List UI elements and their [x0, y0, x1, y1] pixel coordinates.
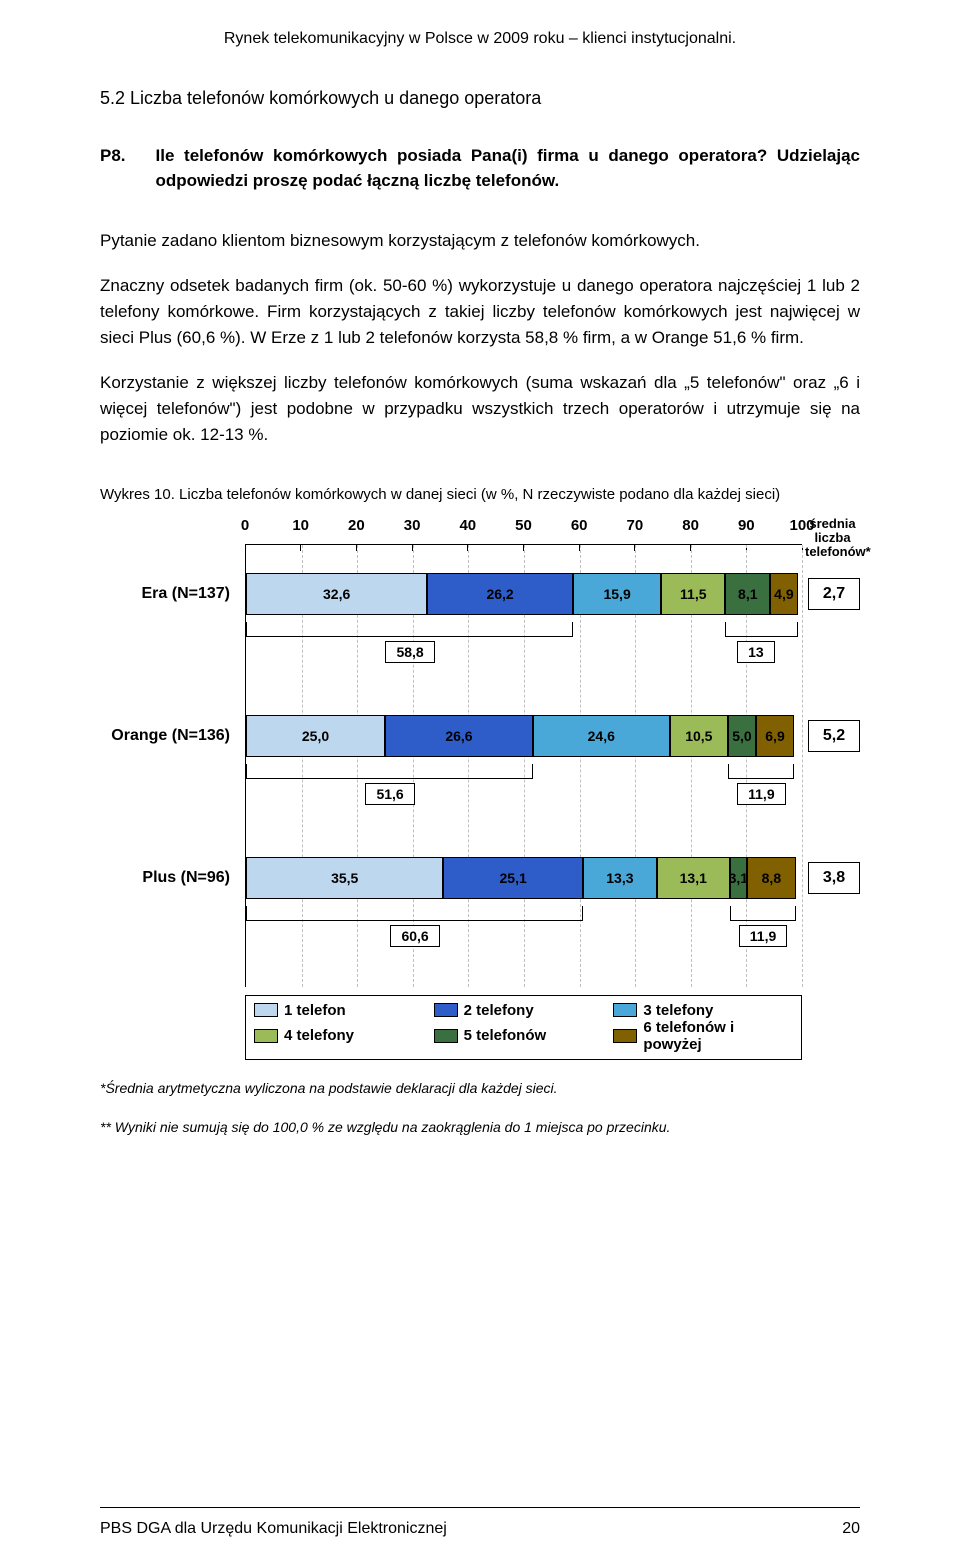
bracket-label: 60,6: [390, 925, 439, 947]
page-number: 20: [842, 1520, 860, 1538]
bracket: [730, 907, 796, 921]
x-tick-label: 40: [459, 517, 476, 534]
legend-text: 2 telefony: [464, 1002, 534, 1019]
legend-text: 6 telefonów i powyżej: [643, 1019, 793, 1053]
avg-box: 5,2: [808, 720, 860, 752]
legend-text: 5 telefonów: [464, 1027, 547, 1044]
bar-segment: 15,9: [573, 573, 661, 615]
category-label: Era (N=137): [100, 585, 240, 603]
footer-text: PBS DGA dla Urzędu Komunikacji Elektroni…: [100, 1520, 447, 1538]
x-tick-label: 30: [404, 517, 421, 534]
bar-row: 32,626,215,911,58,14,9: [246, 573, 802, 615]
x-tick-label: 20: [348, 517, 365, 534]
bracket: [246, 907, 583, 921]
bracket-label: 51,6: [365, 783, 414, 805]
bar-segment: 25,1: [443, 857, 583, 899]
x-tick-label: 50: [515, 517, 532, 534]
question-text: Ile telefonów komórkowych posiada Pana(i…: [156, 144, 860, 193]
avg-box: 2,7: [808, 578, 860, 610]
legend-item: 4 telefony: [254, 1019, 434, 1053]
footnote-1: *Średnia arytmetyczna wyliczona na podst…: [100, 1078, 860, 1099]
legend-swatch: [434, 1003, 458, 1017]
legend-swatch: [254, 1029, 278, 1043]
bar-segment: 26,6: [385, 715, 533, 757]
question-number: P8.: [100, 144, 126, 193]
legend-item: 1 telefon: [254, 1002, 434, 1019]
bracket-label: 11,9: [739, 925, 787, 947]
x-tick-label: 70: [627, 517, 644, 534]
bar-segment: 4,9: [770, 573, 797, 615]
section-heading: 5.2 Liczba telefonów komórkowych u daneg…: [100, 88, 860, 109]
bar-row: 25,026,624,610,55,06,9: [246, 715, 802, 757]
chart-caption: Wykres 10. Liczba telefonów komórkowych …: [100, 484, 860, 505]
legend-text: 3 telefony: [643, 1002, 713, 1019]
para-intro: Pytanie zadano klientom biznesowym korzy…: [100, 228, 860, 254]
legend-item: 5 telefonów: [434, 1019, 614, 1053]
bar-segment: 6,9: [756, 715, 794, 757]
footer-rule: [100, 1507, 860, 1508]
chart-legend: 1 telefon 2 telefony 3 telefony 4 telefony 5…: [245, 995, 802, 1060]
bar-segment: 35,5: [246, 857, 443, 899]
legend-swatch: [254, 1003, 278, 1017]
legend-swatch: [613, 1029, 637, 1043]
category-label: Orange (N=136): [100, 727, 240, 745]
bracket: [246, 765, 533, 779]
legend-swatch: [613, 1003, 637, 1017]
bar-segment: 11,5: [661, 573, 725, 615]
bracket: [246, 623, 573, 637]
x-tick-label: 60: [571, 517, 588, 534]
legend-item: 6 telefonów i powyżej: [613, 1019, 793, 1053]
bar-segment: 24,6: [533, 715, 670, 757]
legend-text: 1 telefon: [284, 1002, 346, 1019]
bar-segment: 5,0: [728, 715, 756, 757]
chart-side-header: średnialiczbatelefonów*: [805, 517, 860, 560]
question-block: P8. Ile telefonów komórkowych posiada Pa…: [100, 144, 860, 193]
bracket-label: 58,8: [385, 641, 434, 663]
chart: 0102030405060708090100 średnialiczbatele…: [100, 517, 860, 1060]
legend-item: 2 telefony: [434, 1002, 614, 1019]
bracket: [728, 765, 794, 779]
para-body-1: Znaczny odsetek badanych firm (ok. 50-60…: [100, 273, 860, 352]
bar-segment: 25,0: [246, 715, 385, 757]
bar-segment: 13,1: [657, 857, 730, 899]
bar-segment: 8,1: [725, 573, 770, 615]
bar-segment: 13,3: [583, 857, 657, 899]
footnote-2: ** Wyniki nie sumują się do 100,0 % ze w…: [100, 1117, 860, 1138]
bar-segment: 8,8: [747, 857, 796, 899]
bracket-label: 13: [737, 641, 775, 663]
legend-swatch: [434, 1029, 458, 1043]
legend-text: 4 telefony: [284, 1027, 354, 1044]
para-body-2: Korzystanie z większej liczby telefonów …: [100, 370, 860, 449]
x-tick-label: 80: [682, 517, 699, 534]
category-label: Plus (N=96): [100, 869, 240, 887]
avg-box: 3,8: [808, 862, 860, 894]
x-tick-label: 90: [738, 517, 755, 534]
bracket: [725, 623, 798, 637]
bracket-label: 11,9: [737, 783, 785, 805]
bar-segment: 26,2: [427, 573, 573, 615]
doc-header: Rynek telekomunikacyjny w Polsce w 2009 …: [100, 30, 860, 48]
bar-segment: 32,6: [246, 573, 427, 615]
bar-segment: 3,1: [730, 857, 747, 899]
x-tick-label: 0: [241, 517, 249, 534]
legend-item: 3 telefony: [613, 1002, 793, 1019]
x-tick-label: 10: [292, 517, 309, 534]
bar-row: 35,525,113,313,13,18,8: [246, 857, 802, 899]
bar-segment: 10,5: [670, 715, 728, 757]
